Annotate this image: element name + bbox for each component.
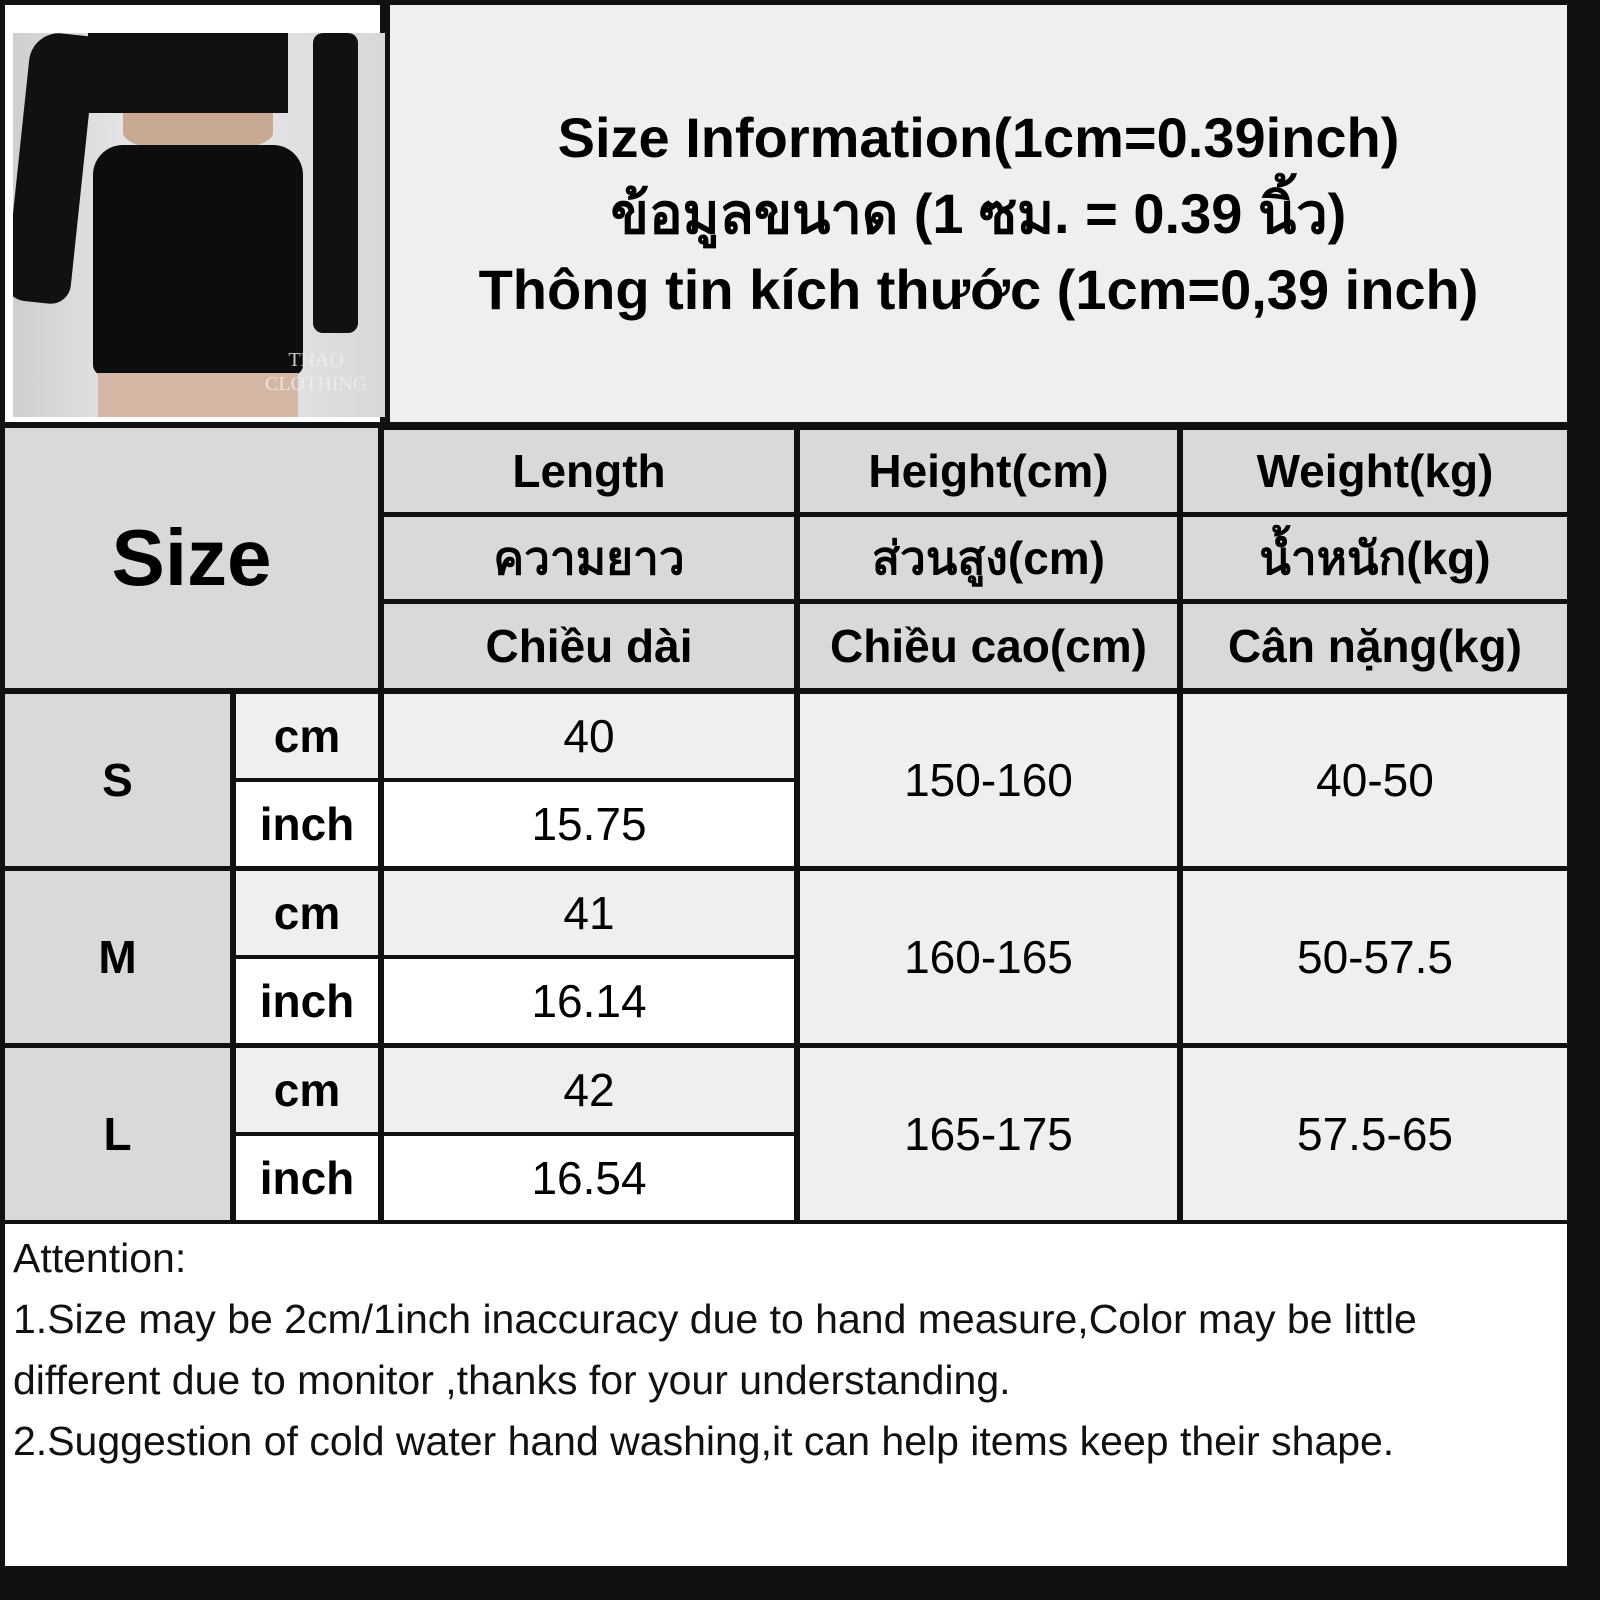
length-cm: 40: [384, 694, 794, 778]
watermark: THAO CLOTHING: [265, 349, 368, 395]
attention-title: Attention:: [13, 1235, 187, 1281]
height-range: 160-165: [800, 871, 1177, 1043]
product-photo: THAO CLOTHING: [13, 33, 385, 417]
length-inch: 16.14: [384, 959, 794, 1043]
height-range: 150-160: [800, 694, 1177, 866]
size-header: Size: [5, 428, 378, 688]
page-title: Size Information(1cm=0.39inch) ข้อมูลขนา…: [390, 5, 1567, 422]
length-inch: 16.54: [384, 1136, 794, 1220]
col-length-en: Length: [384, 430, 794, 512]
attention-line: 2.Suggestion of cold water hand washing,…: [13, 1418, 1395, 1464]
attention-line: 1.Size may be 2cm/1inch inaccuracy due t…: [13, 1296, 1429, 1403]
length-inch: 15.75: [384, 782, 794, 866]
attention-notes: Attention: 1.Size may be 2cm/1inch inacc…: [5, 1224, 1567, 1566]
col-weight-th: น้ำหนัก(kg): [1183, 517, 1567, 599]
title-th: ข้อมูลขนาด (1 ซม. = 0.39 นิ้ว): [610, 181, 1347, 245]
weight-range: 40-50: [1183, 694, 1567, 866]
col-length-th: ความยาว: [384, 517, 794, 599]
size-label: S: [5, 694, 230, 866]
photo-cell: THAO CLOTHING: [5, 5, 385, 422]
weight-range: 50-57.5: [1183, 871, 1567, 1043]
unit-inch: inch: [236, 1136, 378, 1220]
height-range: 165-175: [800, 1048, 1177, 1220]
col-height-en: Height(cm): [800, 430, 1177, 512]
col-height-th: ส่วนสูง(cm): [800, 517, 1177, 599]
unit-cm: cm: [236, 871, 378, 955]
length-cm: 41: [384, 871, 794, 955]
unit-cm: cm: [236, 694, 378, 778]
size-label: M: [5, 871, 230, 1043]
unit-cm: cm: [236, 1048, 378, 1132]
col-height-vi: Chiều cao(cm): [800, 604, 1177, 688]
unit-inch: inch: [236, 782, 378, 866]
length-cm: 42: [384, 1048, 794, 1132]
title-vi: Thông tin kích thước (1cm=0,39 inch): [478, 257, 1479, 321]
title-en: Size Information(1cm=0.39inch): [557, 105, 1400, 169]
unit-inch: inch: [236, 959, 378, 1043]
col-length-vi: Chiều dài: [384, 604, 794, 688]
size-label: L: [5, 1048, 230, 1220]
weight-range: 57.5-65: [1183, 1048, 1567, 1220]
col-weight-vi: Cân nặng(kg): [1183, 604, 1567, 688]
col-weight-en: Weight(kg): [1183, 430, 1567, 512]
